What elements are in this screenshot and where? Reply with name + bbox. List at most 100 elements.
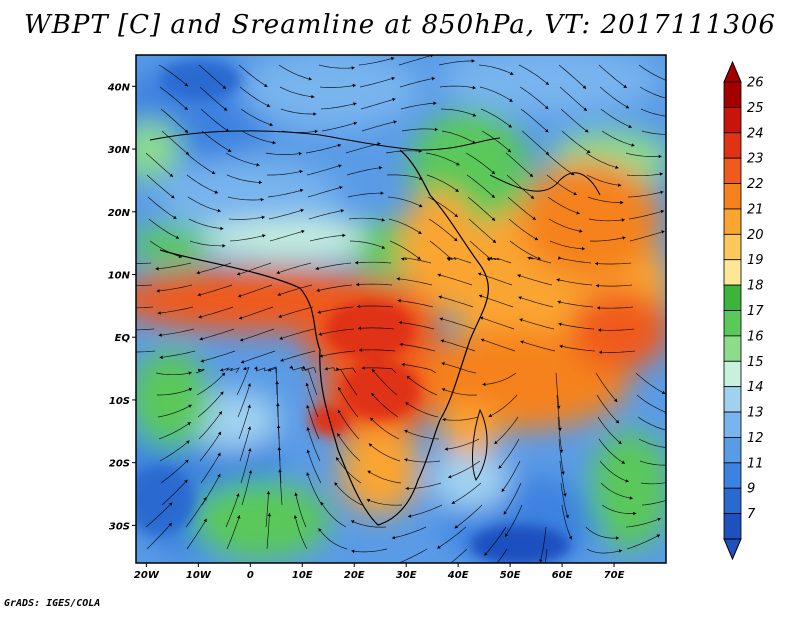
streamline <box>321 122 358 132</box>
streamline <box>157 306 194 314</box>
streamline <box>347 192 384 198</box>
streamline <box>295 492 307 528</box>
streamline-arrow <box>338 387 342 391</box>
streamline-arrow <box>392 97 396 102</box>
streamline-arrow <box>505 533 509 537</box>
streamline <box>429 240 451 260</box>
streamline <box>558 323 595 330</box>
streamline-arrow <box>396 277 400 281</box>
streamline-arrow <box>336 457 340 461</box>
colorbar-label: 22 <box>747 177 764 192</box>
streamline <box>560 108 589 133</box>
streamline <box>201 130 232 153</box>
streamline-arrow <box>615 165 619 169</box>
x-tick-label: 50E <box>500 570 521 581</box>
x-tick-label: 10W <box>186 570 212 581</box>
streamline-arrow <box>261 215 265 220</box>
streamline <box>197 284 233 296</box>
streamline-arrow <box>306 405 310 409</box>
streamline-arrow <box>405 402 409 406</box>
streamline-arrow <box>434 127 438 132</box>
streamline <box>556 394 561 431</box>
y-tick-label: 20S <box>109 459 130 470</box>
streamline <box>281 130 318 133</box>
streamline-arrow <box>433 101 437 106</box>
streamline-arrow <box>337 409 341 414</box>
x-tick-label: 10E <box>292 570 313 581</box>
streamline <box>318 528 348 550</box>
streamline <box>199 431 222 462</box>
streamline-arrow <box>480 316 484 320</box>
streamline-arrow <box>371 393 375 397</box>
streamline <box>280 350 316 362</box>
streamline-arrow <box>238 294 242 298</box>
streamline <box>225 152 260 166</box>
streamline-arrow <box>418 230 422 234</box>
streamline-arrow <box>618 549 623 553</box>
streamline <box>358 349 396 352</box>
streamline-arrow <box>198 315 202 319</box>
streamline-arrow <box>670 446 673 450</box>
streamline <box>599 460 629 483</box>
streamline <box>588 218 625 222</box>
streamline <box>559 460 566 497</box>
streamline-arrow <box>276 425 281 429</box>
streamline-arrow <box>623 84 627 88</box>
streamline-arrow <box>397 299 401 303</box>
streamline-arrow <box>260 197 264 202</box>
streamline <box>598 328 635 331</box>
streamline-arrow <box>318 332 322 336</box>
streamline <box>278 64 312 80</box>
streamline-arrow <box>598 328 602 332</box>
streamline-arrow <box>381 245 385 249</box>
streamline <box>361 121 397 132</box>
streamline <box>441 388 478 396</box>
streamline <box>198 411 223 440</box>
streamline-arrow <box>444 447 448 451</box>
streamline <box>371 392 399 418</box>
streamline <box>155 262 192 270</box>
streamline-arrow <box>441 362 445 366</box>
streamline-arrow <box>197 292 201 297</box>
streamline <box>317 306 354 314</box>
streamline-arrow <box>168 522 172 527</box>
streamline <box>439 317 475 330</box>
streamline-arrow <box>559 344 563 349</box>
streamline-arrow <box>306 427 310 431</box>
colorbar-swatch <box>723 513 742 540</box>
streamline <box>280 108 317 115</box>
streamline <box>597 416 622 445</box>
streamline <box>189 240 226 247</box>
streamline <box>306 404 320 440</box>
streamline <box>600 482 633 499</box>
streamline-arrow <box>527 256 531 260</box>
streamline-arrow <box>372 369 376 373</box>
streamline-arrow <box>631 143 635 147</box>
streamline-arrow <box>187 422 191 426</box>
streamline-arrow <box>489 256 493 260</box>
streamline <box>478 294 514 308</box>
streamline-arrow <box>277 447 282 451</box>
streamline <box>335 457 362 484</box>
streamline <box>425 152 460 166</box>
streamline <box>237 284 273 298</box>
streamline <box>438 296 474 308</box>
colorbar-label: 17 <box>747 304 764 319</box>
streamline <box>185 152 216 175</box>
streamline-arrow <box>217 474 221 478</box>
streamline <box>441 130 476 144</box>
streamline-arrow <box>596 284 600 288</box>
streamline <box>391 526 427 539</box>
colorbar-label: 16 <box>747 329 764 344</box>
streamline <box>427 196 459 218</box>
streamline-arrow <box>156 289 160 293</box>
streamline-arrow <box>404 429 408 434</box>
streamline-arrow <box>518 296 522 300</box>
y-tick-label: 30S <box>109 521 130 532</box>
streamline <box>136 350 156 353</box>
streamline <box>519 86 549 110</box>
streamline-arrow <box>185 459 189 464</box>
streamline <box>637 416 666 431</box>
madagascar-coastline <box>472 408 488 482</box>
streamline-arrow <box>247 426 252 430</box>
